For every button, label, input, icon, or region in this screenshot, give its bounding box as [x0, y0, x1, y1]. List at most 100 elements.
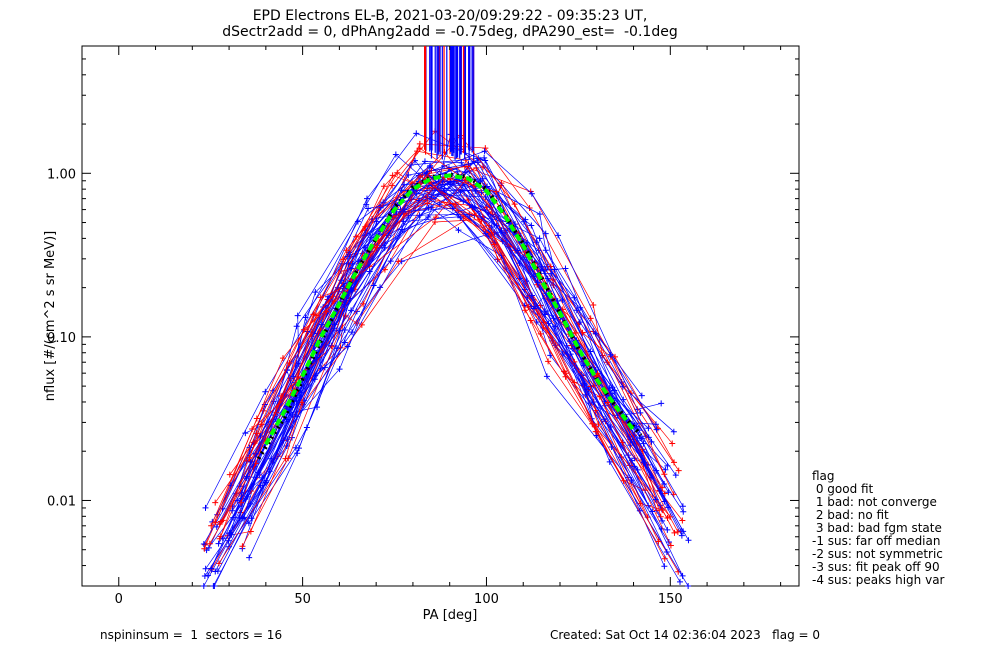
data-line: [216, 160, 649, 515]
data-point: [466, 168, 473, 175]
x-tick-label: 100: [474, 592, 499, 607]
data-point: [672, 472, 679, 479]
data-point: [562, 265, 569, 272]
data-point: [202, 541, 209, 548]
data-line: [203, 206, 684, 587]
x-axis-label: PA [deg]: [423, 608, 478, 623]
data-point: [605, 399, 612, 406]
data-point: [642, 487, 649, 494]
data-point: [253, 430, 260, 437]
data-point: [528, 222, 535, 229]
data-point: [362, 223, 369, 230]
data-point: [408, 161, 415, 168]
data-line: [214, 170, 640, 572]
data-point: [493, 222, 500, 229]
data-line: [215, 181, 666, 559]
data-point: [664, 515, 671, 522]
data-point: [449, 205, 456, 212]
data-point: [611, 387, 618, 394]
data-point: [573, 307, 580, 314]
data-point: [259, 474, 266, 481]
data-point: [631, 463, 638, 470]
data-point: [360, 300, 367, 307]
data-point: [655, 538, 662, 545]
y-axis-label: nflux [#/(cm^2 s sr MeV)]: [43, 231, 58, 401]
x-tick-label: 150: [658, 592, 683, 607]
data-point: [310, 311, 317, 318]
data-point: [237, 499, 244, 506]
data-point: [348, 265, 355, 272]
data-point: [637, 409, 644, 416]
data-point: [543, 373, 550, 380]
data-point: [381, 244, 388, 251]
data-point: [590, 301, 597, 308]
data-point: [246, 554, 253, 561]
data-point: [313, 312, 320, 319]
data-line: [209, 175, 659, 544]
data-point: [645, 425, 652, 432]
data-point: [545, 358, 552, 365]
data-point: [318, 321, 325, 328]
data-point: [262, 388, 269, 395]
data-point: [214, 568, 221, 575]
data-point: [661, 555, 668, 562]
data-point: [249, 425, 256, 432]
data-point: [498, 180, 505, 187]
data-point: [278, 393, 285, 400]
data-point: [572, 329, 579, 336]
data-point: [482, 157, 489, 164]
data-point: [481, 148, 488, 155]
data-line: [228, 184, 643, 547]
data-point: [365, 205, 372, 212]
data-point: [685, 537, 692, 544]
data-point: [228, 531, 235, 538]
data-line: [230, 207, 683, 577]
data-point: [208, 522, 215, 529]
data-point: [492, 188, 499, 195]
data-point: [213, 523, 220, 530]
legend-item: 1 bad: not converge: [812, 495, 937, 509]
x-tick-label: 0: [115, 592, 123, 607]
data-point: [566, 338, 573, 345]
data-point: [200, 582, 207, 589]
footer-left: nspininsum = 1 sectors = 16: [100, 628, 283, 642]
data-point: [336, 366, 343, 373]
data-point: [458, 159, 465, 166]
data-point: [295, 445, 302, 452]
data-point: [204, 572, 211, 579]
data-point: [601, 416, 608, 423]
data-point: [608, 443, 615, 450]
data-point: [514, 247, 521, 254]
data-point: [349, 329, 356, 336]
data-point: [542, 230, 549, 237]
data-point: [649, 508, 656, 515]
data-point: [317, 365, 324, 372]
data-point: [473, 164, 480, 171]
data-line: [218, 172, 668, 553]
legend-item: -3 sus: fit peak off 90: [812, 560, 940, 574]
data-point: [416, 145, 423, 152]
data-point: [657, 502, 664, 509]
data-point: [201, 573, 208, 580]
y-tick-label: 0.01: [47, 494, 76, 509]
data-point: [482, 193, 489, 200]
data-line: [246, 165, 657, 500]
data-point: [317, 294, 324, 301]
data-point: [661, 481, 668, 488]
data-point: [606, 458, 613, 465]
legend-item: -4 sus: peaks high var: [812, 573, 945, 587]
data-point: [392, 151, 399, 158]
data-point: [604, 359, 611, 366]
data-line: [218, 197, 658, 564]
data-point: [324, 293, 331, 300]
data-point: [582, 391, 589, 398]
data-point: [380, 183, 387, 190]
data-line: [246, 189, 663, 522]
data-point: [537, 330, 544, 337]
data-line: [219, 150, 675, 539]
data-point: [536, 211, 543, 218]
data-point: [685, 582, 692, 589]
data-point: [659, 484, 666, 491]
data-point: [667, 542, 674, 549]
chart-title: EPD Electrons EL-B, 2021-03-20/09:29:22 …: [252, 8, 648, 24]
